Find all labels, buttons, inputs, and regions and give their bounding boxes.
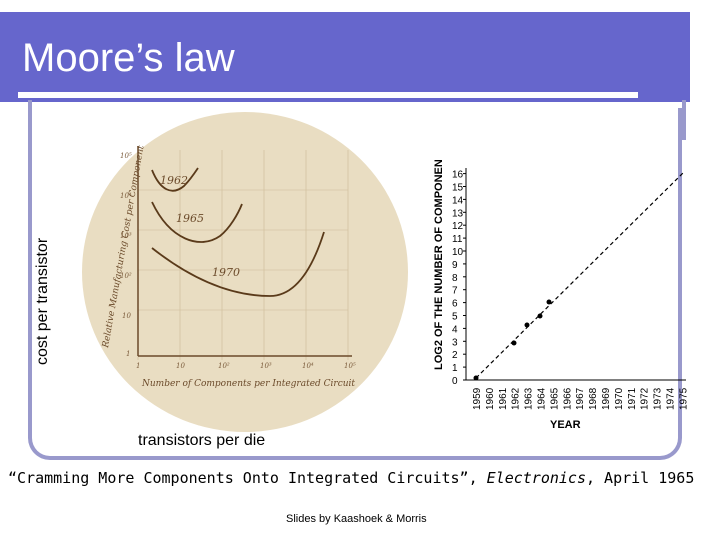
slide-footer: Slides by Kaashoek & Morris: [286, 513, 427, 525]
sketch-x-axis-label: Number of Components per Integrated Circ…: [141, 379, 355, 389]
title-bar: [0, 12, 720, 102]
plot-ytick: 0: [452, 376, 458, 387]
plot-ytick: 15: [452, 183, 464, 194]
sketch-ytick: 10²: [120, 272, 132, 280]
trend-line: [475, 171, 685, 379]
plot-xtick: 1963: [524, 387, 535, 410]
citation-journal: Electronics: [486, 469, 586, 487]
plot-ytick: 14: [452, 195, 464, 206]
curve-label-1965: 1965: [176, 212, 204, 225]
title-underline: [18, 92, 638, 100]
plot-ytick: 5: [452, 312, 458, 323]
plot-xtick: 1969: [601, 387, 612, 410]
plot-xtick: 1961: [498, 387, 509, 410]
content-frame: [28, 108, 682, 460]
plot-ytick: 2: [452, 350, 458, 361]
plot-xtick: 1974: [666, 387, 677, 410]
sketch-ytick: 10: [122, 312, 131, 320]
plot-ytick: 3: [452, 337, 458, 348]
x-axis-caption: transistors per die: [138, 432, 266, 449]
plot-xtick: 1968: [588, 387, 599, 410]
curve-1962: [151, 167, 199, 192]
sketch-xtick: 10³: [260, 362, 272, 370]
plot-xtick: 1967: [575, 387, 586, 410]
plot-xtick: 1973: [653, 387, 664, 410]
plot-ytick: 4: [452, 324, 458, 335]
sketch-xtick: 1: [136, 362, 140, 370]
plot-xtick: 1975: [678, 387, 689, 410]
slide-title: Moore’s law: [22, 36, 235, 80]
sketch-ytick: 1: [126, 350, 130, 358]
plot-xtick: 1970: [614, 387, 625, 410]
data-point: [524, 322, 530, 328]
plot-ytick: 8: [452, 273, 458, 284]
plot-xtick: 1959: [472, 387, 483, 410]
moore-sketch: 1962 1965 1970 10⁵ 10⁴ 10³ 10² 10 1 1 10…: [82, 112, 408, 432]
curve-1965: [151, 201, 243, 243]
plot-ytick: 10: [452, 247, 464, 258]
plot-xtick: 1971: [627, 387, 638, 410]
sketch-xtick: 10: [176, 362, 185, 370]
citation-quote: “Cramming More Components Onto Integrate…: [8, 469, 487, 487]
sketch-ytick: 10⁵: [120, 152, 132, 160]
plot-ytick: 16: [452, 170, 464, 181]
plot-y-axis-label: LOG2 OF THE NUMBER OF COMPONENTS PER INT…: [433, 160, 445, 370]
citation: “Cramming More Components Onto Integrate…: [8, 468, 698, 489]
citation-date: , April 1965: [585, 469, 695, 487]
sketch-xtick: 10⁵: [344, 362, 356, 370]
plot-ytick: 13: [452, 208, 464, 219]
plot-xtick: 1960: [485, 387, 496, 410]
frame-edge-left: [28, 100, 32, 112]
y-axis-caption: cost per transistor: [34, 237, 51, 365]
plot-xtick: 1962: [511, 387, 522, 410]
plot-xtick: 1965: [549, 387, 560, 410]
plot-xtick: 1972: [640, 387, 651, 410]
sketch-ytick: 10³: [120, 232, 132, 240]
data-point: [473, 375, 479, 381]
frame-edge-right: [682, 100, 686, 140]
sketch-paper: [82, 112, 408, 432]
sketch-xtick: 10⁴: [302, 362, 314, 370]
curve-1970: [151, 231, 325, 297]
plot-ytick: 11: [452, 234, 463, 245]
data-point: [537, 313, 543, 319]
data-points: [473, 299, 552, 381]
plot-ytick: 9: [452, 260, 458, 271]
plot-ytick: 12: [452, 221, 464, 232]
plot-xtick: 1964: [537, 387, 548, 410]
sketch-xtick: 10²: [218, 362, 230, 370]
plot-ytick: 1: [452, 363, 458, 374]
data-point: [511, 340, 517, 346]
plot-ytick: 6: [452, 299, 458, 310]
plot-xtick: 1966: [562, 387, 573, 410]
plot-ytick: 7: [452, 286, 458, 297]
sketch-ytick: 10⁴: [120, 192, 132, 200]
title-bar-notch: [690, 12, 720, 102]
sketch-grid: [137, 150, 349, 360]
plot-x-axis-label: YEAR: [550, 419, 581, 431]
curve-label-1970: 1970: [212, 266, 240, 279]
data-point: [546, 299, 552, 305]
curve-label-1962: 1962: [160, 174, 188, 187]
